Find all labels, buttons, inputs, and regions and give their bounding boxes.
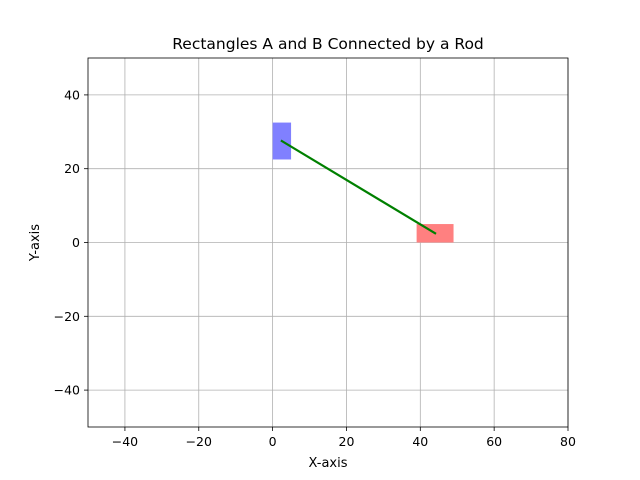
- x-axis-label: X-axis: [309, 456, 348, 471]
- x-tick-label-5: 60: [486, 434, 502, 449]
- ticks-layer: −40 −20 0 20 40 60 80 −40 −20 0 20 40: [54, 87, 576, 449]
- x-tick-label-4: 40: [412, 434, 428, 449]
- x-tick-label-2: 0: [269, 434, 277, 449]
- y-axis-label: Y-axis: [28, 224, 43, 262]
- x-tick-label-1: −20: [186, 434, 212, 449]
- y-tick-label-0: −40: [54, 383, 80, 398]
- lines-layer: [280, 139, 437, 235]
- chart-title: Rectangles A and B Connected by a Rod: [172, 35, 484, 53]
- rod-line-0: [280, 139, 437, 235]
- y-tick-label-4: 40: [64, 87, 80, 102]
- x-tick-label-0: −40: [112, 434, 138, 449]
- y-tick-label-3: 20: [64, 161, 80, 176]
- x-tick-label-6: 80: [560, 434, 576, 449]
- x-tick-label-3: 20: [339, 434, 355, 449]
- y-tick-label-1: −20: [54, 309, 80, 324]
- y-tick-label-2: 0: [72, 235, 80, 250]
